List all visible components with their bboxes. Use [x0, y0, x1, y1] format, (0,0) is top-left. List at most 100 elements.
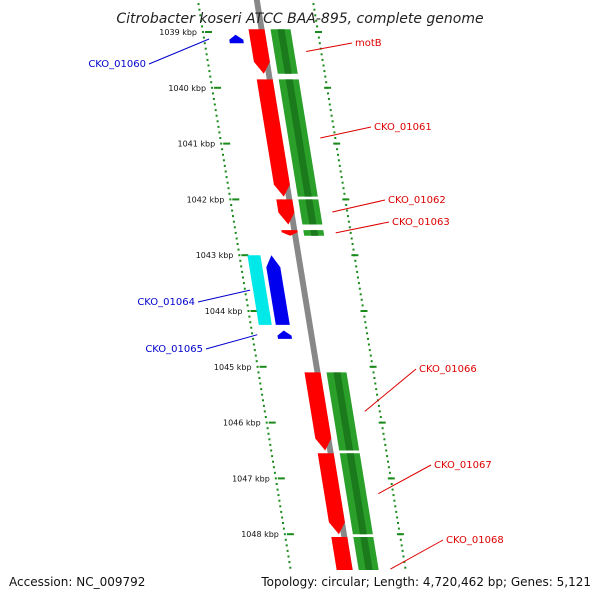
inner-subtick [248, 315, 251, 318]
inner-subtick [281, 516, 284, 519]
reverse-gene-arrow[interactable] [266, 255, 290, 325]
outer-subtick [400, 544, 403, 547]
inner-subtick [243, 287, 246, 290]
outer-subtick [325, 81, 328, 84]
inner-subtick [242, 282, 245, 285]
inner-subtick [262, 399, 264, 402]
gene-label-forward[interactable]: CKO_01061 [374, 122, 432, 133]
tick-label: 1047 kbp [232, 474, 270, 483]
outer-subtick [373, 377, 376, 379]
inner-subtick [283, 533, 286, 536]
gene-label-reverse[interactable]: CKO_01064 [137, 297, 195, 308]
outer-subtick [334, 137, 337, 139]
label-leader-line [364, 368, 417, 412]
outer-subtick [387, 466, 390, 469]
forward-gene-arrow[interactable] [256, 79, 290, 197]
outer-subtick [379, 416, 382, 418]
gene-label-forward[interactable]: CKO_01063 [392, 217, 450, 228]
inner-subtick [238, 254, 241, 257]
outer-subtick [396, 516, 399, 519]
outer-subtick [367, 343, 370, 346]
inner-subtick [252, 343, 255, 346]
forward-gene-arrow[interactable] [317, 453, 345, 535]
inner-subtick [260, 388, 263, 391]
outer-subtick [403, 561, 406, 564]
outer-subtick [364, 321, 367, 324]
outer-subtick [324, 75, 327, 78]
outer-subtick [356, 270, 359, 273]
outer-subtick [347, 215, 349, 218]
forward-gene-arrow[interactable] [281, 230, 298, 236]
outer-subtick [365, 326, 368, 329]
gene-label-forward[interactable]: CKO_01066 [419, 364, 477, 375]
inner-subtick [250, 326, 253, 329]
inner-subtick [215, 114, 218, 117]
outer-subtick [348, 226, 351, 229]
outer-subtick [359, 293, 362, 296]
inner-subtick [242, 276, 244, 279]
inner-subtick [202, 31, 204, 33]
outer-subtick [384, 443, 387, 446]
inner-subtick [217, 125, 220, 128]
outer-subtick [374, 382, 377, 385]
gene-label-reverse[interactable]: CKO_01060 [88, 59, 146, 70]
outer-subtick [345, 204, 348, 206]
inner-subtick [228, 192, 231, 195]
outer-subtick [395, 510, 398, 513]
forward-gene-arrow[interactable] [276, 199, 295, 225]
outer-subtick [404, 566, 407, 569]
gene-label-forward[interactable]: CKO_01068 [446, 535, 504, 546]
outer-subtick [323, 70, 326, 73]
outer-subtick [357, 282, 360, 285]
outer-subtick [352, 248, 355, 251]
outer-subtick [392, 494, 395, 497]
gene-label-forward[interactable]: CKO_01062 [388, 195, 446, 206]
inner-subtick [220, 142, 223, 145]
inner-subtick [232, 215, 234, 218]
outer-subtick [312, 3, 315, 6]
outer-subtick [314, 14, 317, 17]
inner-subtick [276, 488, 279, 491]
inner-subtick [246, 304, 249, 307]
inner-subtick [259, 382, 262, 385]
gene-label-forward[interactable]: CKO_01067 [434, 460, 492, 471]
inner-subtick [237, 248, 240, 251]
label-leader-line [148, 38, 210, 65]
inner-subtick [222, 159, 225, 162]
outer-subtick [350, 237, 353, 240]
outer-subtick [388, 471, 391, 474]
outer-subtick [327, 92, 329, 95]
gene-label-forward[interactable]: motB [355, 38, 382, 49]
inner-subtick [213, 103, 216, 106]
inner-subtick [255, 360, 258, 363]
inner-subtick [211, 86, 214, 89]
label-leader-line [378, 464, 432, 495]
tick-label: 1041 kbp [177, 140, 215, 149]
outer-subtick [390, 483, 393, 485]
inner-subtick [223, 164, 226, 167]
inner-subtick [280, 510, 283, 513]
outer-subtick [383, 438, 386, 441]
forward-gene-arrow[interactable] [304, 372, 332, 451]
forward-gene-arrow[interactable] [248, 29, 270, 74]
outer-subtick [340, 176, 343, 179]
outer-subtick [351, 243, 354, 245]
inner-subtick [200, 19, 203, 22]
inner-subtick [253, 349, 256, 352]
reverse-gene-arrow[interactable] [277, 330, 293, 339]
inner-subtick [227, 187, 230, 190]
inner-subtick [256, 365, 259, 368]
gene-label-reverse[interactable]: CKO_01065 [145, 344, 203, 355]
tick-label: 1048 kbp [241, 530, 279, 539]
inner-subtick [254, 354, 257, 357]
label-leader-line [205, 334, 258, 350]
outer-subtick [339, 170, 342, 173]
outer-subtick [397, 522, 399, 524]
inner-subtick [216, 120, 219, 123]
inner-subtick [252, 337, 254, 340]
inner-subtick [205, 53, 208, 56]
reverse-gene-arrow[interactable] [229, 34, 244, 44]
inner-subtick [288, 561, 291, 564]
outer-subtick [346, 209, 349, 212]
